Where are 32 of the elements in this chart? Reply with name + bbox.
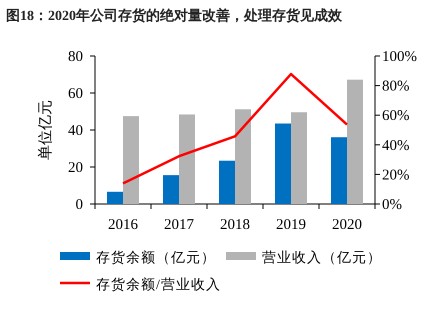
y2-tick-label: 40% (382, 138, 410, 154)
x-tick-label: 2016 (108, 217, 138, 233)
bar (291, 112, 307, 204)
legend-label: 存货余额/营业收入 (96, 277, 221, 293)
bar (107, 192, 123, 204)
bar (235, 109, 251, 204)
y-axis-title: 单位亿元 (37, 100, 54, 160)
y-tick-label: 80 (68, 49, 83, 65)
bar (347, 80, 363, 204)
y2-tick-label: 100% (382, 49, 417, 65)
y-tick-label: 60 (68, 86, 83, 102)
y2-tick-label: 80% (382, 78, 410, 95)
y-tick-label: 20 (68, 160, 83, 176)
bar (163, 175, 179, 204)
chart-title: 图18：2020年公司存货的绝对量改善，处理存货见成效 (6, 7, 343, 24)
line-series (122, 72, 348, 185)
y-tick-label: 40 (68, 123, 83, 139)
x-tick-label: 2019 (276, 217, 306, 233)
bar (123, 116, 139, 204)
y2-tick-label: 60% (382, 108, 410, 124)
x-tick-label: 2018 (220, 217, 250, 233)
x-tick-label: 2017 (164, 217, 194, 233)
legend-label: 存货余额（亿元） (96, 250, 216, 266)
bar (179, 114, 195, 204)
y-tick-label: 0 (76, 197, 83, 213)
y2-tick-label: 20% (382, 167, 410, 184)
legend-label: 营业收入（亿元） (262, 250, 382, 266)
y2-tick-label: 0% (382, 197, 402, 213)
x-tick-label: 2020 (332, 217, 362, 233)
bar (275, 124, 291, 204)
bar (219, 160, 235, 204)
bar (331, 137, 347, 204)
